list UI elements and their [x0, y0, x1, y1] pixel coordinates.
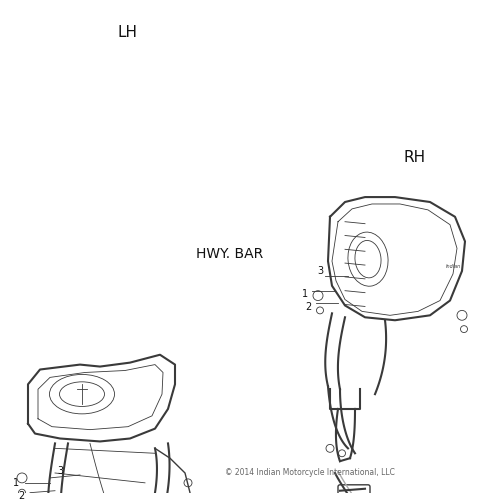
- Text: 2: 2: [18, 490, 24, 500]
- Text: 3: 3: [57, 466, 63, 476]
- Text: Indian: Indian: [446, 264, 460, 268]
- Text: 1: 1: [302, 288, 308, 298]
- Text: © 2014 Indian Motorcycle International, LLC: © 2014 Indian Motorcycle International, …: [225, 468, 395, 477]
- Text: 3: 3: [317, 266, 323, 276]
- Text: LH: LH: [118, 24, 138, 40]
- Text: 2: 2: [305, 302, 311, 312]
- Text: 1: 1: [13, 478, 19, 488]
- Text: RH: RH: [404, 150, 426, 165]
- Text: HWY. BAR: HWY. BAR: [196, 246, 264, 260]
